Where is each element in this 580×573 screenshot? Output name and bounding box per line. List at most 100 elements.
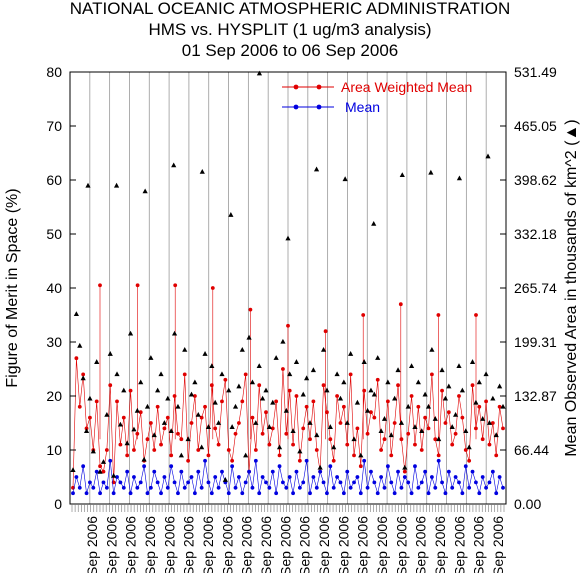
area-peak-marker xyxy=(456,175,463,181)
awm-point xyxy=(304,404,309,409)
mean-point xyxy=(179,469,184,474)
awm-point xyxy=(406,431,411,436)
mean-point xyxy=(484,485,488,490)
area-marker xyxy=(344,420,350,425)
mean-point xyxy=(372,480,377,485)
mean-point xyxy=(169,464,174,469)
awm-point xyxy=(223,377,228,382)
awm-peak-point xyxy=(436,313,441,317)
awm-point xyxy=(243,372,248,377)
mean-point xyxy=(264,480,268,485)
area-marker xyxy=(348,351,354,356)
area-marker xyxy=(293,359,300,364)
mean-point xyxy=(409,491,414,496)
awm-point xyxy=(450,442,455,447)
area-peak-marker xyxy=(399,172,405,178)
area-marker xyxy=(100,459,107,464)
mean-point xyxy=(450,485,455,490)
mean-point xyxy=(297,485,302,490)
awm-point xyxy=(494,453,499,458)
area-marker xyxy=(270,399,276,405)
awm-point xyxy=(365,431,370,436)
awm-point xyxy=(389,453,394,458)
mean-point xyxy=(436,458,441,463)
area-marker xyxy=(422,391,428,397)
awm-point xyxy=(206,453,211,458)
area-peak-marker xyxy=(113,182,120,188)
mean-point xyxy=(196,469,201,474)
mean-point xyxy=(142,464,147,469)
area-marker xyxy=(408,363,415,369)
area-marker xyxy=(351,436,357,442)
area-marker xyxy=(158,371,164,377)
mean-point xyxy=(74,475,79,479)
awm-point xyxy=(291,442,295,447)
mean-point xyxy=(352,480,356,485)
awm-point xyxy=(155,404,160,409)
awm-point xyxy=(230,458,235,463)
y2-tick-label: 66.44 xyxy=(514,442,549,458)
awm-point xyxy=(81,372,86,377)
series-layer xyxy=(70,70,506,496)
awm-point xyxy=(159,442,163,447)
area-marker xyxy=(127,330,134,336)
area-marker xyxy=(148,355,154,360)
awm-point xyxy=(165,415,170,420)
mean-point xyxy=(176,491,180,496)
area-marker xyxy=(209,363,215,369)
area-marker xyxy=(307,420,313,425)
x-tick-label: Sep 2006 xyxy=(161,516,177,573)
x-tick-label: Sep 2006 xyxy=(316,516,332,573)
area-marker xyxy=(263,387,269,393)
y2-axis-label: Mean Observed Area in thousands of km^2 … xyxy=(563,119,580,456)
area-marker xyxy=(398,420,405,425)
area-marker xyxy=(199,444,205,450)
y2-tick-label: 398.62 xyxy=(514,172,557,188)
area-marker xyxy=(87,395,93,401)
mean-point xyxy=(460,491,465,496)
mean-point xyxy=(216,485,221,490)
awm-point xyxy=(118,442,123,447)
awm-peak-point xyxy=(323,329,328,334)
mean-point xyxy=(446,469,451,474)
awm-point xyxy=(169,453,174,458)
area-marker xyxy=(249,379,256,385)
awm-point xyxy=(88,415,92,420)
mean-point xyxy=(392,491,397,496)
area-marker xyxy=(253,420,259,425)
area-marker xyxy=(83,428,90,434)
area-marker xyxy=(388,432,394,438)
mean-point xyxy=(91,485,96,490)
awm-point xyxy=(101,469,106,474)
awm-point xyxy=(358,464,363,469)
mean-point xyxy=(423,469,428,474)
legend-awm-marker xyxy=(293,84,299,90)
area-peak-marker xyxy=(228,212,234,217)
mean-point xyxy=(362,458,367,463)
mean-point xyxy=(77,485,82,490)
awm-point xyxy=(484,399,488,404)
mean-point xyxy=(257,491,262,496)
area-marker xyxy=(229,424,235,429)
area-peak-marker xyxy=(142,188,148,194)
mean-point xyxy=(355,475,360,479)
awm-point xyxy=(338,421,343,425)
area-marker xyxy=(317,464,323,470)
awm-point xyxy=(308,437,312,442)
awm-point xyxy=(125,453,130,458)
area-marker xyxy=(219,371,225,377)
area-marker xyxy=(280,338,286,344)
area-marker xyxy=(171,330,178,336)
area-marker xyxy=(324,387,330,393)
area-marker xyxy=(104,411,110,417)
y-tick-label: 80 xyxy=(46,64,62,80)
grid-lines xyxy=(89,72,487,504)
area-marker xyxy=(497,383,503,389)
area-marker xyxy=(476,379,482,385)
awm-point xyxy=(419,448,424,452)
area-marker xyxy=(480,416,486,421)
legend-awm-marker xyxy=(316,84,322,90)
mean-point xyxy=(237,475,241,479)
awm-point xyxy=(429,372,434,377)
area-peak-marker xyxy=(285,235,291,241)
